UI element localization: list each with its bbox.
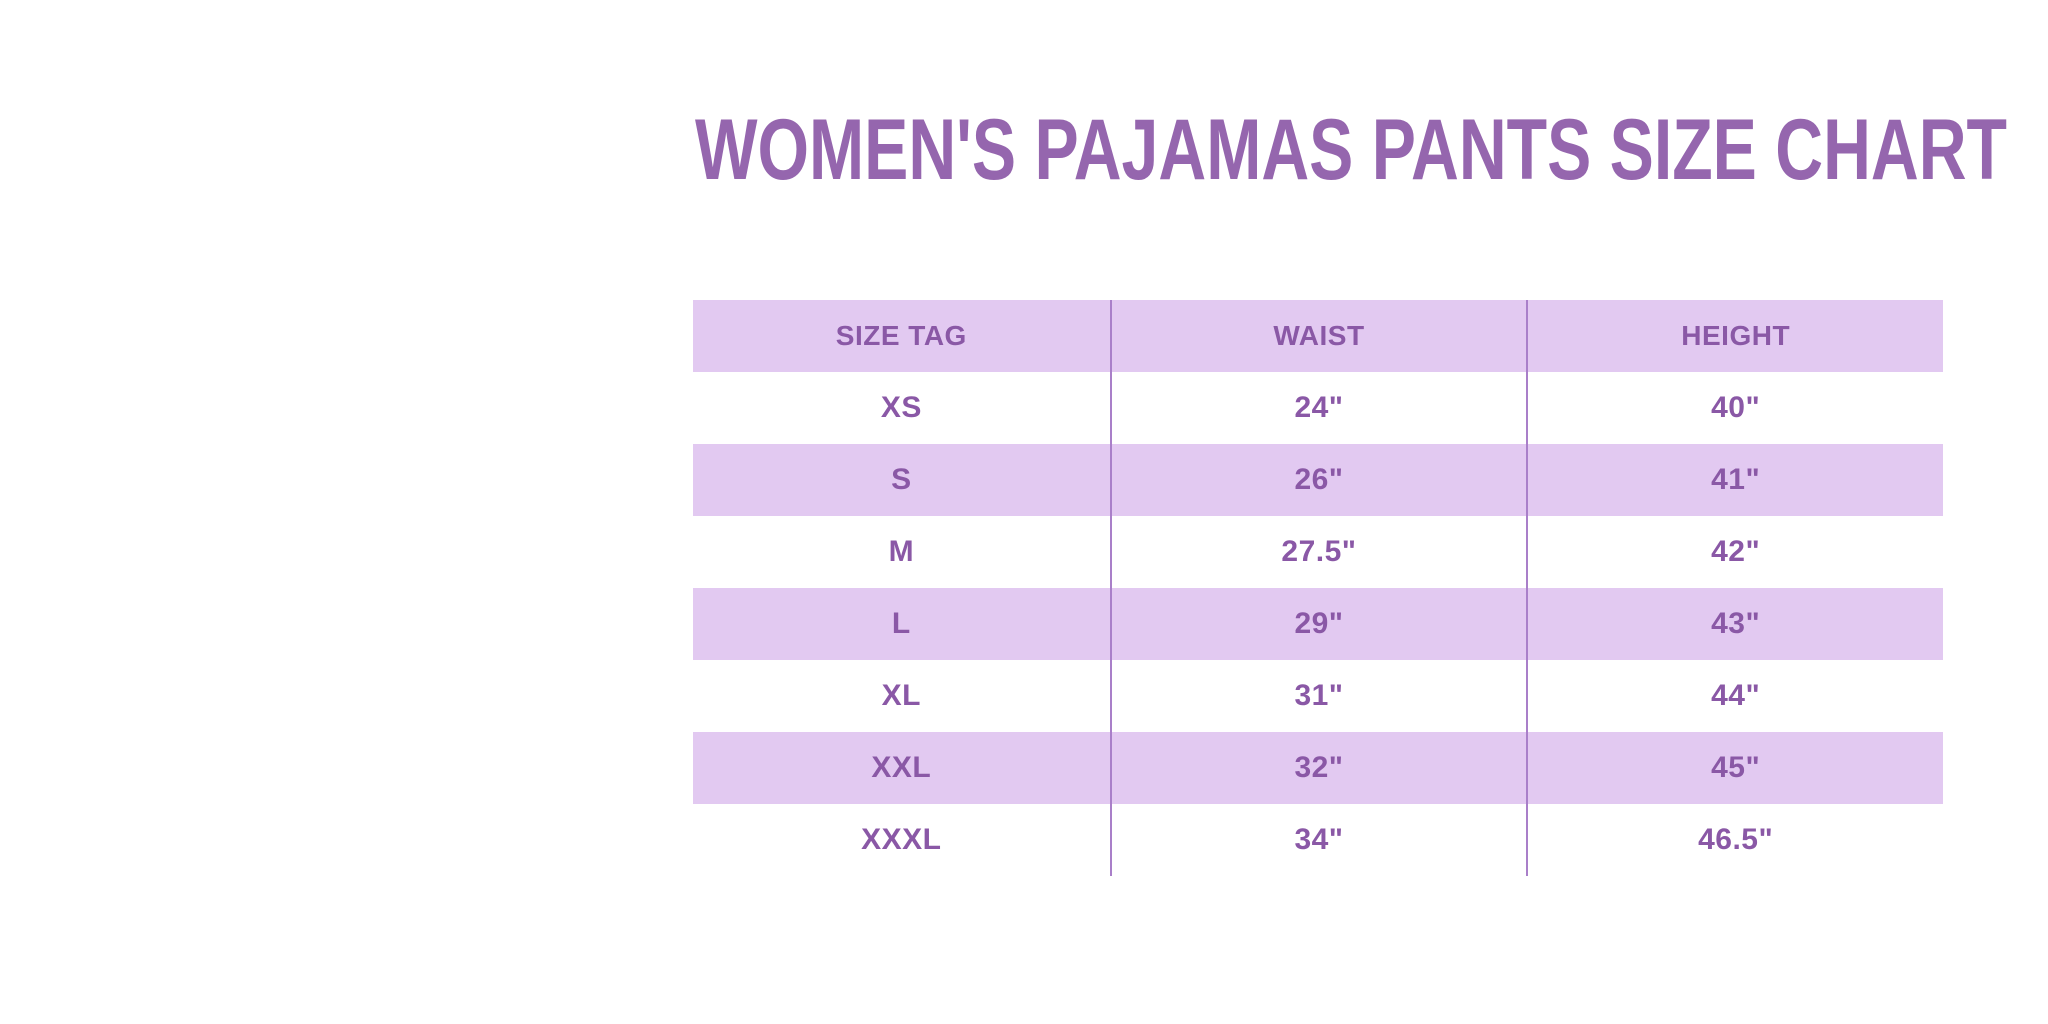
height-cell: 44"	[1526, 660, 1943, 732]
size-tag-cell: XXXL	[861, 823, 942, 856]
waist-cell: 27.5"	[1109, 516, 1527, 588]
table-row-xs: XS 24" 40"	[693, 372, 1943, 444]
size-tag-cell: XL	[881, 679, 921, 712]
height-cell: 40"	[1526, 372, 1943, 444]
height-cell: 45"	[1526, 732, 1943, 804]
size-chart-table: SIZE TAG WAIST HEIGHT XS 24" 40" S 26" 4…	[693, 300, 1943, 876]
size-tag-cell: XS	[880, 391, 922, 424]
waist-cell: 31"	[1109, 660, 1527, 732]
height-cell: 41"	[1526, 444, 1943, 516]
size-tag-cell: L	[891, 607, 911, 640]
table-header-row: SIZE TAG WAIST HEIGHT	[693, 300, 1943, 372]
waist-cell: 24"	[1109, 372, 1527, 444]
size-tag-cell: M	[888, 535, 915, 568]
column-header-waist: WAIST	[1109, 300, 1527, 372]
table-row-xxl: XXL 32" 45"	[693, 732, 1943, 804]
column-header-height: HEIGHT	[1526, 300, 1943, 372]
height-cell: 43"	[1526, 588, 1943, 660]
waist-cell: 29"	[1109, 588, 1527, 660]
table-row-l: L 29" 43"	[693, 588, 1943, 660]
waist-cell: 34"	[1109, 804, 1527, 876]
page-title: WOMEN'S PAJAMAS PANTS SIZE CHART	[695, 102, 2007, 198]
column-header-size-tag: SIZE TAG	[835, 320, 967, 351]
height-cell: 42"	[1526, 516, 1943, 588]
table-row-m: M 27.5" 42"	[693, 516, 1943, 588]
size-tag-cell: S	[891, 463, 912, 496]
waist-cell: 26"	[1109, 444, 1527, 516]
table-row-xl: XL 31" 44"	[693, 660, 1943, 732]
size-tag-cell: XXL	[871, 751, 932, 784]
height-cell: 46.5"	[1526, 804, 1943, 876]
table-row-s: S 26" 41"	[693, 444, 1943, 516]
table-row-xxxl: XXXL 34" 46.5"	[693, 804, 1943, 876]
waist-cell: 32"	[1109, 732, 1527, 804]
